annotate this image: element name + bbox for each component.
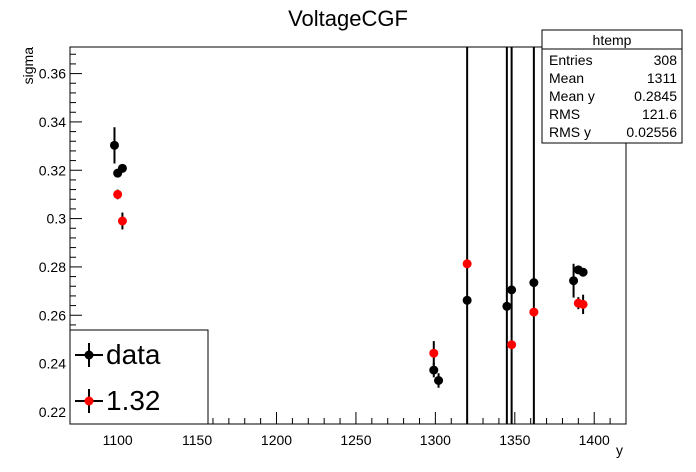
- x-tick-label: 1250: [340, 432, 371, 448]
- data-point: [507, 340, 517, 350]
- plot-frame: [69, 46, 627, 425]
- data-point: [113, 189, 123, 199]
- x-axis-label: y: [616, 442, 623, 458]
- legend-label-1-32: 1.32: [106, 385, 161, 416]
- series-layer: [109, 47, 588, 424]
- data-point: [507, 285, 517, 295]
- legend: data 1.32: [69, 329, 209, 425]
- stats-value-mean-y: 0.2845: [634, 88, 677, 104]
- stats-value-entries: 308: [654, 52, 678, 68]
- legend-box: [69, 329, 209, 425]
- legend-entry-data: data: [75, 339, 161, 370]
- x-tick-label: 1200: [261, 432, 292, 448]
- legend-label-data: data: [106, 339, 161, 370]
- x-tick-label: 1100: [103, 432, 133, 448]
- y-tick-label: 0.22: [39, 404, 66, 420]
- x-tick-label: 1300: [420, 432, 451, 448]
- data-point: [578, 267, 588, 277]
- plot-area: 1100 1150 1200 1250 1300 1350 1400 0.220.240.2…: [39, 46, 627, 448]
- stats-label-rms-y: RMS y: [549, 124, 591, 140]
- stats-value-rms: 121.6: [642, 106, 677, 122]
- data-point: [529, 307, 539, 317]
- x-axis-tick-labels: 1100 1150 1200 1250 1300 1350 1400: [103, 432, 610, 448]
- y-axis-tick-labels: 0.22 0.24 0.26 0.28 0.3 0.32 0.34 0.36: [39, 66, 66, 420]
- stats-label-rms: RMS: [549, 106, 580, 122]
- data-point: [429, 365, 439, 375]
- data-point: [462, 295, 472, 305]
- data-point: [569, 276, 579, 286]
- legend-marker-data: [84, 350, 94, 360]
- series-1-32: [113, 189, 588, 366]
- stats-value-mean: 1311: [647, 70, 677, 86]
- data-point: [117, 216, 127, 226]
- x-tick-label: 1400: [579, 432, 610, 448]
- y-tick-label: 0.26: [39, 307, 66, 323]
- legend-entry-1-32: 1.32: [75, 385, 161, 416]
- data-point: [429, 348, 439, 358]
- data-point: [462, 259, 472, 269]
- y-axis-label: sigma: [20, 47, 36, 85]
- y-tick-label: 0.24: [39, 356, 66, 372]
- y-tick-label: 0.32: [39, 162, 66, 178]
- y-tick-label: 0.3: [47, 211, 67, 227]
- stats-value-rms-y: 0.02556: [626, 124, 677, 140]
- stats-label-entries: Entries: [549, 52, 593, 68]
- y-tick-label: 0.36: [39, 66, 66, 82]
- chart-title: VoltageCGF: [288, 6, 408, 31]
- y-tick-label: 0.28: [39, 259, 66, 275]
- data-point: [578, 299, 588, 309]
- data-point: [502, 301, 512, 311]
- data-point: [109, 140, 119, 150]
- data-point: [117, 163, 127, 173]
- x-tick-label: 1350: [499, 432, 530, 448]
- stats-label-mean-y: Mean y: [549, 88, 595, 104]
- stats-label-mean: Mean: [549, 70, 584, 86]
- series-data: [109, 47, 588, 424]
- legend-marker-1-32: [84, 396, 94, 406]
- stats-box-title: htemp: [593, 32, 632, 48]
- x-tick-label: 1150: [182, 432, 212, 448]
- stats-box: htemp Entries 308 Mean 1311 Mean y 0.284…: [541, 29, 683, 144]
- data-point: [529, 278, 539, 288]
- y-tick-label: 0.34: [39, 114, 66, 130]
- data-point: [434, 376, 444, 385]
